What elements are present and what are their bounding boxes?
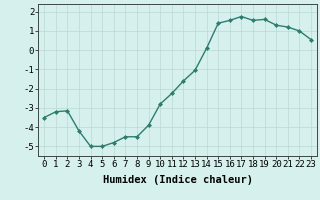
- X-axis label: Humidex (Indice chaleur): Humidex (Indice chaleur): [103, 175, 252, 185]
